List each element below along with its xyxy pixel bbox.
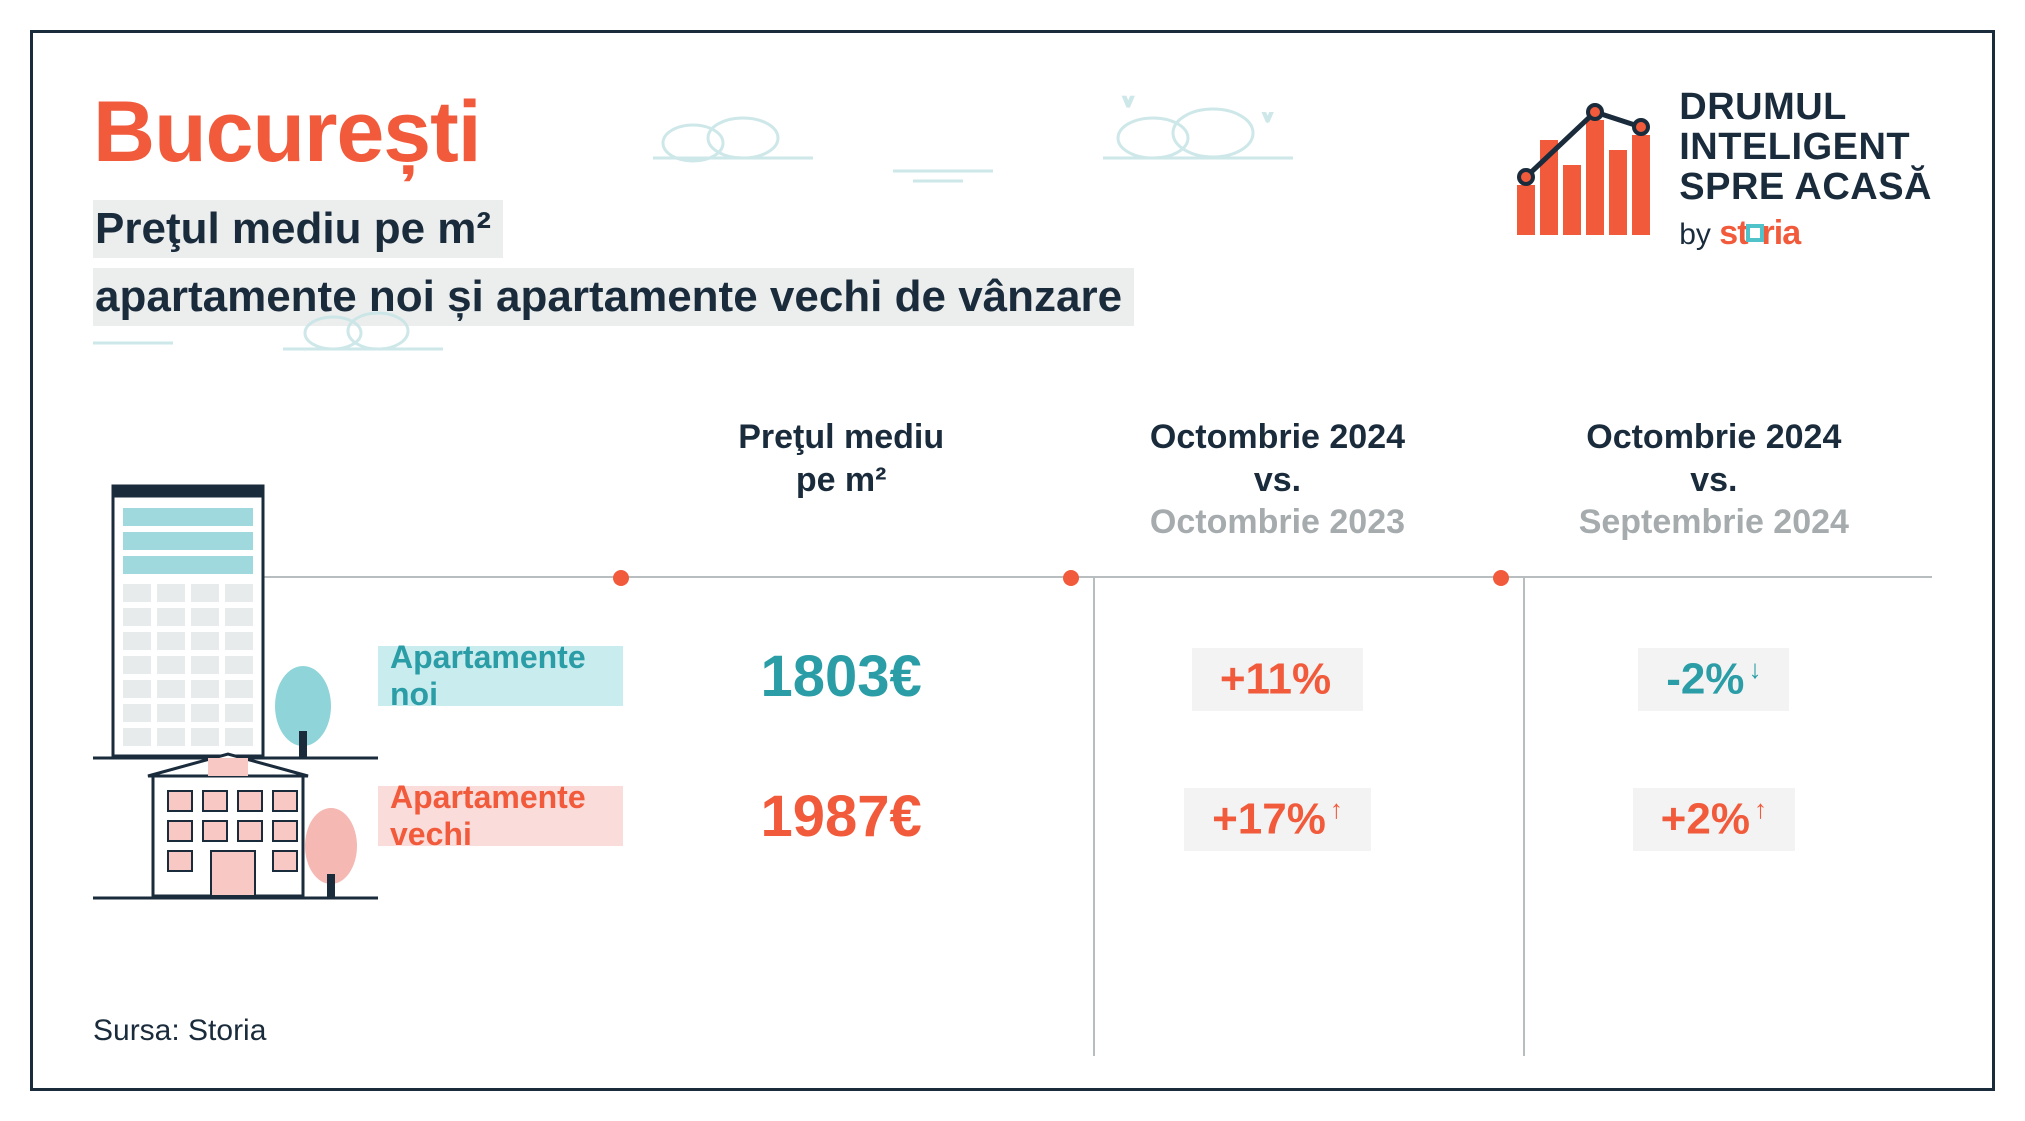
logo-by: by stria [1679,214,1932,253]
row-new-mom-val: -2% [1666,655,1744,704]
cloud-decor [93,333,173,353]
col3-l2: vs. [1496,459,1932,502]
cloud-decor [893,153,993,188]
divider-dot [1493,570,1509,586]
arrow-down-icon: ↓ [1748,654,1761,684]
row-new-apartments: Apartamente noi 1803€ +11% -2%↓ [378,631,1932,721]
row-old-label: Apartamente vechi [378,786,623,846]
col1-l1: Preţul mediu [623,416,1059,459]
row-old-mom: +2%↑ [1496,781,1932,851]
source-attribution: Sursa: Storia [93,1014,266,1048]
row-old-yoy: +17%↑ [1059,781,1495,851]
cloud-decor: ˅˅ [1093,88,1293,168]
logo-square-icon [1746,224,1764,242]
logo-brand-pre: st [1719,214,1747,252]
price-table: Preţul mediu pe m² Octombrie 2024 vs. Oc… [93,416,1932,1036]
arrow-up-icon: ↑ [1754,794,1767,824]
col-mom-header: Octombrie 2024 vs. Septembrie 2024 [1496,416,1932,544]
cloud-decor [283,303,443,358]
buildings-illustration [93,476,378,886]
logo-brand: stria [1719,214,1800,252]
divider-dot [1063,570,1079,586]
svg-text:˅: ˅ [1263,110,1272,127]
row-old-price: 1987€ [623,783,1059,850]
logo-line2: INTELIGENT [1679,128,1932,168]
row-old-apartments: Apartamente vechi 1987€ +17%↑ +2%↑ [378,771,1932,861]
col-yoy-header: Octombrie 2024 vs. Octombrie 2023 [1059,416,1495,544]
row-new-mom: -2%↓ [1496,641,1932,711]
logo-line1: DRUMUL [1679,88,1932,128]
row-new-price: 1803€ [623,643,1059,710]
col1-l2: pe m² [623,459,1059,502]
logo-chart-icon [1507,95,1657,245]
logo-brand-post: ria [1762,214,1801,252]
col2-l3: Octombrie 2023 [1059,501,1495,544]
row-old-mom-val: +2% [1661,795,1750,844]
col2-l1: Octombrie 2024 [1059,416,1495,459]
arrow-up-icon: ↑ [1330,794,1343,824]
infographic-frame: ˅˅ București Preţul mediu pe m² apartame… [30,30,1995,1091]
cloud-decor [653,103,813,163]
header-divider [183,576,1932,578]
divider-dot [613,570,629,586]
row-new-yoy-val: +11% [1220,655,1331,704]
col3-l3: Septembrie 2024 [1496,501,1932,544]
logo-line3: SPRE ACASĂ [1679,168,1932,208]
col2-l2: vs. [1059,459,1495,502]
col3-l1: Octombrie 2024 [1496,416,1932,459]
row-new-yoy: +11% [1059,641,1495,711]
brand-logo: DRUMUL INTELIGENT SPRE ACASĂ by stria [1507,88,1932,253]
row-new-label: Apartamente noi [378,646,623,706]
logo-text-block: DRUMUL INTELIGENT SPRE ACASĂ by stria [1679,88,1932,253]
subtitle-text1: Preţul mediu pe m² [95,204,491,253]
subtitle-line1: Preţul mediu pe m² [93,200,503,258]
row-old-yoy-val: +17% [1212,795,1326,844]
logo-by-text: by [1679,218,1711,251]
svg-text:˅: ˅ [1123,92,1134,112]
col-price-header: Preţul mediu pe m² [623,416,1059,544]
subtitle-line2: apartamente noi și apartamente vechi de … [93,268,1134,326]
